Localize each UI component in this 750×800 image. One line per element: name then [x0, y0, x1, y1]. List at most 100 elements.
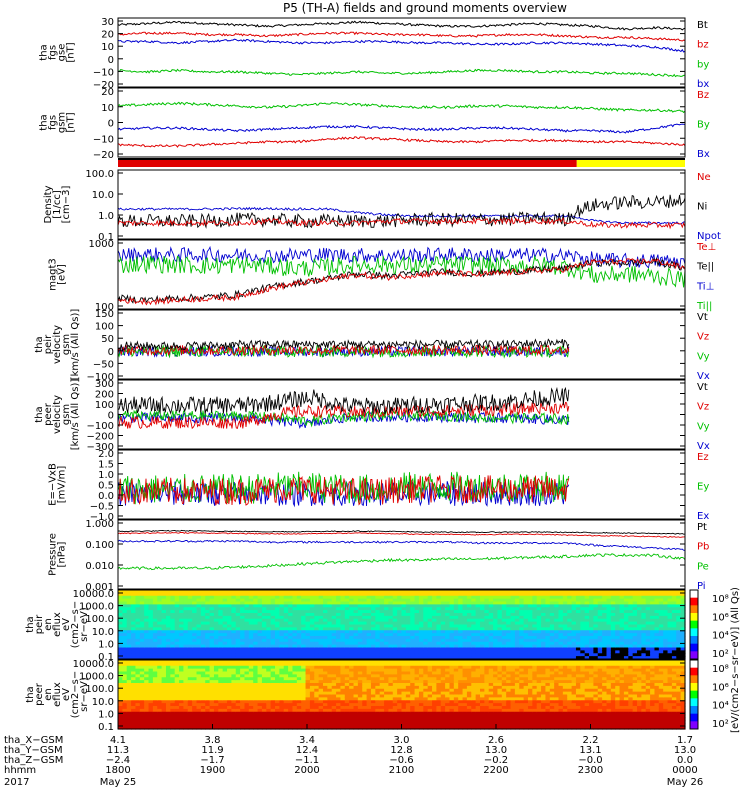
spectrogram-cell	[370, 633, 376, 637]
spectrogram-cell	[253, 590, 259, 594]
spectrogram-cell	[366, 653, 372, 657]
spectrogram-cell	[309, 697, 315, 701]
spectrogram-cell	[466, 633, 472, 637]
spectrogram-cell	[545, 627, 551, 631]
y-tick-label: 200	[95, 390, 114, 401]
spectrogram-cell	[283, 677, 289, 681]
spectrogram-cell	[205, 621, 211, 626]
spectrogram-cell	[279, 647, 285, 651]
y-tick-label: 100	[95, 400, 114, 411]
spectrogram-cell	[440, 650, 446, 654]
spectrogram-cell	[667, 610, 673, 614]
spectrogram-cell	[523, 595, 529, 600]
spectrogram-cell	[357, 671, 363, 675]
spectrogram-cell	[292, 691, 298, 696]
spectrogram-cell	[506, 630, 512, 634]
spectrogram-cell	[244, 708, 250, 713]
spectrogram-cell	[126, 595, 132, 600]
y-axis-label: velocity	[52, 325, 63, 364]
spectrogram-cell	[244, 630, 250, 634]
spectrogram-cell	[440, 624, 446, 628]
spectrogram-cell	[632, 656, 638, 660]
spectrogram-cell	[209, 647, 215, 651]
spectrogram-cell	[370, 627, 376, 631]
spectrogram-cell	[122, 618, 128, 623]
spectrogram-cell	[257, 662, 263, 667]
spectrogram-cell	[432, 641, 437, 646]
spectrogram-cell	[257, 598, 263, 603]
spectrogram-cell	[209, 717, 215, 721]
y-tick-label: 2.0	[98, 449, 114, 460]
spectrogram-cell	[410, 668, 416, 673]
spectrogram-cell	[200, 708, 206, 713]
spectrogram-cell	[414, 598, 420, 603]
spectrogram-cell	[501, 618, 507, 623]
spectrogram-cell	[650, 644, 656, 649]
spectrogram-cell	[139, 720, 145, 724]
spectrogram-cell	[165, 677, 171, 681]
spectrogram-cell	[353, 683, 359, 687]
spectrogram-cell	[466, 656, 472, 660]
spectrogram-cell	[671, 650, 677, 654]
spectrogram-cell	[623, 613, 629, 617]
spectrogram-cell	[135, 717, 141, 721]
spectrogram-cell	[336, 624, 342, 628]
spectrogram-cell	[261, 691, 267, 696]
spectrogram-cell	[244, 644, 250, 649]
spectrogram-cell	[209, 653, 215, 657]
spectrogram-cell	[240, 688, 246, 693]
spectrogram-cell	[353, 674, 359, 678]
spectrogram-cell	[275, 685, 280, 690]
spectrogram-cell	[589, 621, 595, 626]
spectrogram-cell	[279, 706, 285, 710]
spectrogram-cell	[279, 700, 285, 704]
spectrogram-cell	[314, 714, 320, 719]
spectrogram-cell	[458, 633, 464, 637]
spectrogram-cell	[405, 697, 411, 701]
spectrogram-cell	[510, 656, 516, 660]
spectrogram-cell	[118, 647, 123, 651]
spectrogram-cell	[244, 592, 250, 597]
spectrogram-cell	[676, 624, 682, 628]
spectrogram-cell	[135, 660, 141, 664]
spectrogram-cell	[248, 680, 254, 684]
spectrogram-cell	[344, 708, 350, 713]
spectrogram-cell	[196, 610, 202, 614]
spectrogram-cell	[418, 656, 424, 660]
series-Pi	[117, 539, 686, 551]
spectrogram-cell	[379, 613, 385, 617]
spectrogram-cell	[388, 598, 394, 603]
spectrogram-cell	[637, 590, 642, 594]
spectrogram-cell	[597, 633, 603, 637]
spectrogram-cell	[375, 674, 381, 678]
spectrogram-cell	[375, 633, 381, 637]
spectrogram-cell	[645, 627, 651, 631]
spectrogram-cell	[366, 720, 372, 724]
spectrogram-cell	[405, 624, 411, 628]
spectrogram-cell	[218, 662, 224, 667]
spectrogram-cell	[240, 627, 246, 631]
spectrogram-cell	[152, 668, 158, 673]
spectrogram-cell	[266, 601, 272, 605]
spectrogram-cell	[353, 697, 359, 701]
spectrogram-cell	[353, 633, 359, 637]
spectrogram-cell	[126, 636, 132, 640]
spectrogram-cell	[257, 703, 263, 707]
spectrogram-cell	[357, 677, 363, 681]
spectrogram-cell	[240, 610, 246, 614]
spectrogram-cell	[170, 683, 176, 687]
spectrogram-cell	[327, 711, 333, 716]
spectrogram-cell	[183, 720, 189, 724]
spectrogram-cell	[645, 630, 651, 634]
spectrogram-cell	[218, 636, 224, 640]
spectrogram-cell	[257, 697, 263, 701]
spectrogram-cell	[541, 656, 547, 660]
spectrogram-cell	[266, 598, 272, 603]
spectrogram-cell	[536, 595, 542, 600]
spectrogram-cell	[336, 665, 342, 670]
spectrogram-cell	[266, 708, 272, 713]
spectrogram-cell	[506, 601, 512, 605]
spectrogram-cell	[436, 618, 442, 623]
spectrogram-cell	[414, 595, 420, 600]
legend-Pt: Pt	[697, 522, 707, 533]
